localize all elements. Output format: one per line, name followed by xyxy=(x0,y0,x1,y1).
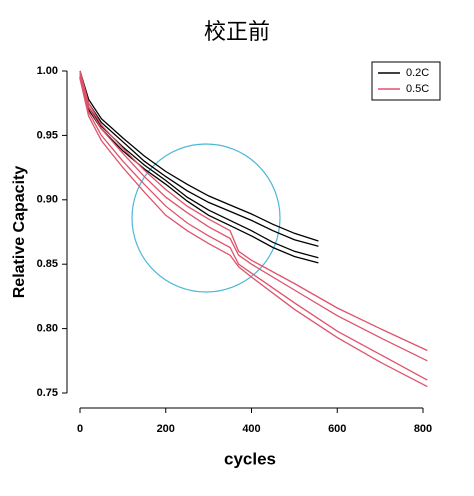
series-line xyxy=(79,78,428,388)
series-line xyxy=(79,76,428,381)
y-tick-label: 0.75 xyxy=(37,387,58,399)
y-tick-label: 0.90 xyxy=(37,194,58,206)
y-tick-label: 0.95 xyxy=(37,129,58,141)
series-line xyxy=(79,76,319,259)
series-line xyxy=(79,70,319,242)
highlight-circle xyxy=(131,143,281,293)
x-tick-label: 600 xyxy=(328,423,346,435)
legend-box xyxy=(371,61,441,101)
x-tick-label: 800 xyxy=(414,423,432,435)
series-line xyxy=(79,70,428,352)
x-tick-label: 200 xyxy=(157,423,175,435)
series-line xyxy=(79,73,428,362)
x-axis-label: cycles xyxy=(224,449,276,468)
y-tick-label: 0.80 xyxy=(37,323,58,335)
y-tick-label: 0.85 xyxy=(37,258,58,270)
y-axis-label: Relative Capacity xyxy=(11,166,28,299)
chart-title: 校正前 xyxy=(204,19,270,44)
series-line xyxy=(79,73,319,247)
y-tick-label: 1.00 xyxy=(37,65,58,77)
x-tick-label: 0 xyxy=(77,423,83,435)
legend-label: 0.2C xyxy=(406,67,429,79)
x-tick-label: 400 xyxy=(242,423,260,435)
legend-label: 0.5C xyxy=(406,83,429,95)
